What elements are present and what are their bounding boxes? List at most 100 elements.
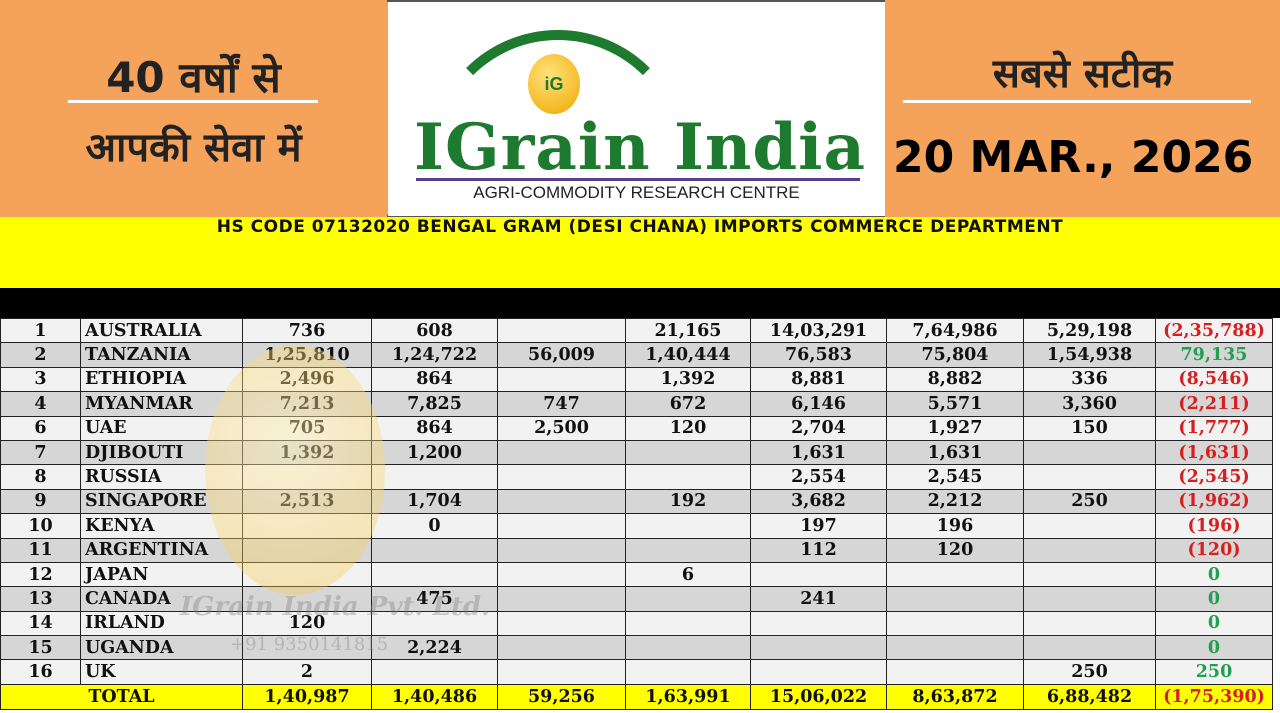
value-cell: 250: [1023, 659, 1156, 685]
header-right-panel: सबसे सटीक 20 MAR., 2026: [885, 0, 1280, 217]
value-cell: [625, 513, 751, 539]
serial-cell: 3: [0, 366, 81, 393]
value-cell: [497, 586, 626, 612]
change-cell: (196): [1155, 513, 1273, 539]
value-cell: 7,213: [242, 391, 372, 417]
value-cell: 1,631: [886, 439, 1024, 466]
value-cell: [1023, 561, 1156, 588]
value-cell: 196: [886, 513, 1024, 539]
change-cell: (120): [1155, 537, 1273, 563]
value-cell: 2,513: [242, 488, 372, 515]
value-cell: 1,25,810: [242, 342, 372, 368]
value-cell: [886, 610, 1024, 637]
value-cell: [750, 561, 887, 588]
value-cell: [497, 366, 626, 393]
value-cell: [371, 561, 498, 588]
country-cell: AUSTRALIA: [80, 317, 243, 344]
change-cell: (8,546): [1155, 366, 1273, 393]
value-cell: [625, 659, 751, 685]
country-cell: UAE: [80, 415, 243, 441]
brand-tagline: AGRI-COMMODITY RESEARCH CENTRE: [473, 183, 800, 202]
total-value-cell: 1,40,987: [242, 683, 372, 710]
value-cell: [242, 561, 372, 588]
country-cell: KENYA: [80, 513, 243, 539]
value-cell: 2,224: [371, 635, 498, 661]
value-cell: [497, 537, 626, 563]
total-row: TOTAL 1,40,987 1,40,486 59,256 1,63,991 15,06…: [0, 683, 1273, 710]
value-cell: 5,29,198: [1023, 317, 1156, 344]
change-cell: (1,631): [1155, 439, 1273, 466]
tagline-hindi-2: आपकी सेवा में: [85, 125, 302, 171]
value-cell: [497, 610, 626, 637]
change-cell: (2,35,788): [1155, 317, 1273, 344]
divider: [68, 100, 318, 103]
value-cell: 56,009: [497, 342, 626, 368]
table-row: 6 UAE 705 864 2,500 120 2,704 1,927 150 (1,777): [0, 415, 1273, 441]
serial-cell: 14: [0, 610, 81, 637]
serial-cell: 10: [0, 513, 81, 539]
value-cell: [1023, 586, 1156, 612]
value-cell: [625, 635, 751, 661]
value-cell: [497, 464, 626, 490]
country-cell: RUSSIA: [80, 464, 243, 490]
value-cell: 6: [625, 561, 751, 588]
value-cell: [625, 610, 751, 637]
total-value-cell: 15,06,022: [750, 683, 887, 710]
value-cell: [497, 317, 626, 344]
value-cell: 6,146: [750, 391, 887, 417]
value-cell: 1,40,444: [625, 342, 751, 368]
change-cell: (1,962): [1155, 488, 1273, 515]
value-cell: 1,704: [371, 488, 498, 515]
table-row: 11 ARGENTINA 112 120 (120): [0, 537, 1273, 563]
divider: [903, 100, 1251, 103]
report-date: 20 MAR., 2026: [893, 132, 1254, 183]
value-cell: [497, 635, 626, 661]
value-cell: 112: [750, 537, 887, 563]
country-cell: UK: [80, 659, 243, 685]
value-cell: 336: [1023, 366, 1156, 393]
value-cell: 250: [1023, 488, 1156, 515]
table-row: 7 DJIBOUTI 1,392 1,200 1,631 1,631 (1,631): [0, 439, 1273, 466]
country-cell: MYANMAR: [80, 391, 243, 417]
value-cell: [886, 659, 1024, 685]
value-cell: 2,212: [886, 488, 1024, 515]
value-cell: [750, 610, 887, 637]
total-value-cell: (1,75,390): [1155, 683, 1273, 710]
table-row: 12 JAPAN 6 0: [0, 561, 1273, 588]
value-cell: 2,554: [750, 464, 887, 490]
change-cell: 0: [1155, 635, 1273, 661]
value-cell: 197: [750, 513, 887, 539]
value-cell: [625, 537, 751, 563]
logo: iG IGrain India AGRI-COMMODITY RESEARCH …: [388, 2, 885, 216]
value-cell: 120: [242, 610, 372, 637]
country-cell: UGANDA: [80, 635, 243, 661]
logo-arc-icon: [428, 30, 688, 230]
value-cell: 21,165: [625, 317, 751, 344]
value-cell: [497, 439, 626, 466]
country-cell: DJIBOUTI: [80, 439, 243, 466]
value-cell: 7,825: [371, 391, 498, 417]
table-row: 16 UK 2 250 250: [0, 659, 1273, 685]
total-value-cell: 1,63,991: [625, 683, 751, 710]
value-cell: [886, 635, 1024, 661]
table-row: 15 UGANDA 2,224 0: [0, 635, 1273, 661]
divider: [416, 178, 860, 181]
value-cell: 475: [371, 586, 498, 612]
value-cell: 14,03,291: [750, 317, 887, 344]
value-cell: 3,360: [1023, 391, 1156, 417]
value-cell: 2,496: [242, 366, 372, 393]
table-row: 3 ETHIOPIA 2,496 864 1,392 8,881 8,882 336 (8,54…: [0, 366, 1273, 393]
value-cell: 747: [497, 391, 626, 417]
value-cell: 672: [625, 391, 751, 417]
total-value-cell: 6,88,482: [1023, 683, 1156, 710]
value-cell: 120: [886, 537, 1024, 563]
value-cell: [625, 464, 751, 490]
value-cell: [1023, 439, 1156, 466]
page-title: HS CODE 07132020 BENGAL GRAM (DESI CHANA…: [0, 217, 1280, 288]
imports-table: 1 AUSTRALIA 736 608 21,165 14,03,291 7,64,986 5…: [0, 317, 1273, 710]
value-cell: [242, 586, 372, 612]
serial-cell: 1: [0, 317, 81, 344]
table-row: 13 CANADA 475 241 0: [0, 586, 1273, 612]
value-cell: 2: [242, 659, 372, 685]
total-value-cell: 1,40,486: [371, 683, 498, 710]
